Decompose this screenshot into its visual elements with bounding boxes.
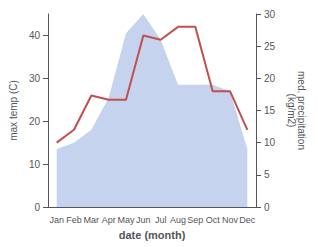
svg-text:30: 30 bbox=[29, 73, 41, 84]
svg-text:Jul: Jul bbox=[155, 215, 167, 225]
svg-text:5: 5 bbox=[264, 169, 270, 180]
svg-text:date (month): date (month) bbox=[119, 229, 186, 241]
svg-text:Sep: Sep bbox=[187, 215, 203, 225]
svg-text:20: 20 bbox=[29, 116, 41, 127]
svg-text:max temp (C): max temp (C) bbox=[8, 80, 19, 141]
svg-text:Apr: Apr bbox=[102, 215, 116, 225]
svg-text:Nov: Nov bbox=[222, 215, 239, 225]
svg-text:Oct: Oct bbox=[206, 215, 221, 225]
svg-text:10: 10 bbox=[264, 137, 276, 148]
svg-text:Feb: Feb bbox=[66, 215, 82, 225]
svg-text:Jan: Jan bbox=[49, 215, 64, 225]
svg-text:30: 30 bbox=[264, 9, 276, 20]
svg-text:Aug: Aug bbox=[170, 215, 186, 225]
svg-text:Mar: Mar bbox=[84, 215, 100, 225]
svg-text:Jun: Jun bbox=[136, 215, 151, 225]
svg-text:15: 15 bbox=[264, 105, 276, 116]
svg-text:10: 10 bbox=[29, 159, 41, 170]
svg-text:May: May bbox=[118, 215, 136, 225]
svg-text:Dec: Dec bbox=[239, 215, 256, 225]
svg-text:0: 0 bbox=[34, 202, 40, 213]
svg-text:25: 25 bbox=[264, 41, 276, 52]
svg-text:40: 40 bbox=[29, 30, 41, 41]
svg-text:med. precipitation: med. precipitation bbox=[295, 71, 307, 150]
svg-text:0: 0 bbox=[264, 202, 270, 213]
svg-text:(kg/m2): (kg/m2) bbox=[286, 94, 297, 128]
svg-text:20: 20 bbox=[264, 73, 276, 84]
